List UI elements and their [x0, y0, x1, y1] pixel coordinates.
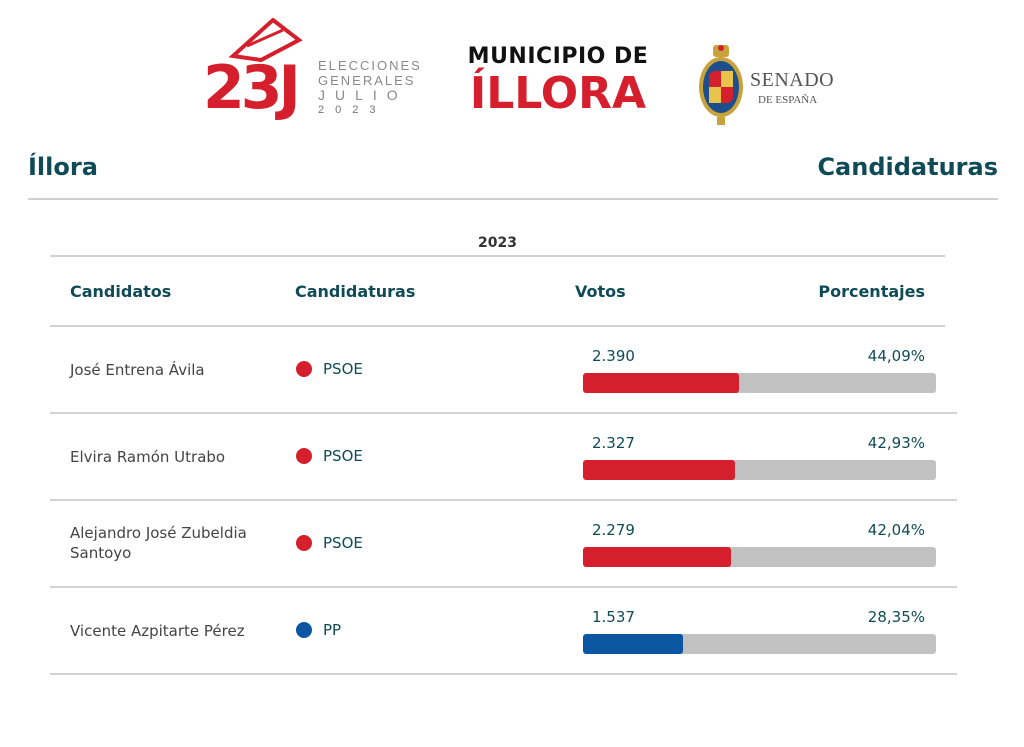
table-divider	[50, 499, 957, 501]
table-divider	[50, 673, 957, 675]
party-name: PSOE	[323, 447, 363, 465]
header-votes: Votos	[575, 282, 626, 301]
percent-bar	[583, 547, 936, 567]
votes-value: 2.327	[592, 434, 635, 452]
party-cell: PP	[296, 621, 341, 639]
candidate-name: José Entrena Ávila	[70, 361, 205, 379]
table-row: Vicente Azpitarte Pérez PP 1.537 28,35%	[0, 588, 1024, 675]
votes-value: 2.279	[592, 521, 635, 539]
table-divider	[50, 586, 957, 588]
party-name: PSOE	[323, 534, 363, 552]
logo-line-year: 2023	[318, 104, 387, 116]
header-parties: Candidaturas	[295, 282, 416, 301]
table-row: Elvira Ramón Utrabo PSOE 2.327 42,93%	[0, 414, 1024, 501]
logo-23j-text: 23J	[203, 53, 301, 123]
header-divider	[28, 198, 998, 200]
percent-bar	[583, 634, 936, 654]
senado-subtitle: DE ESPAÑA	[758, 94, 818, 106]
logo-line-julio: JULIO	[318, 87, 408, 103]
table-divider	[50, 255, 945, 257]
percent-value: 42,93%	[867, 434, 925, 452]
header-candidates: Candidatos	[70, 282, 172, 301]
percent-bar-fill	[583, 373, 739, 393]
elecciones-23j-logo: 23J ELECCIONES GENERALES JULIO 2023	[203, 18, 420, 123]
party-cell: PSOE	[296, 447, 363, 465]
municipio-name: ÍLLORA	[469, 68, 647, 119]
table-row: José Entrena Ávila PSOE 2.390 44,09%	[0, 327, 1024, 414]
votes-value: 1.537	[592, 608, 635, 626]
party-color-dot	[296, 448, 312, 464]
coat-of-arms-icon	[699, 45, 743, 125]
place-title: Íllora	[28, 153, 98, 181]
table-year: 2023	[478, 235, 517, 251]
party-color-dot	[296, 535, 312, 551]
municipio-heading: MUNICIPIO DE ÍLLORA	[462, 44, 654, 119]
party-color-dot	[296, 622, 312, 638]
ballot-box-icon	[228, 18, 303, 63]
votes-value: 2.390	[592, 347, 635, 365]
percent-value: 44,09%	[867, 347, 925, 365]
section-title: Candidaturas	[817, 153, 998, 181]
candidate-name: Vicente Azpitarte Pérez	[70, 622, 245, 640]
party-color-dot	[296, 361, 312, 377]
percent-bar-fill	[583, 634, 684, 654]
table-divider	[50, 412, 957, 414]
senado-logo: SENADO DE ESPAÑA	[697, 43, 837, 127]
percent-bar	[583, 460, 936, 480]
party-name: PP	[323, 621, 342, 639]
table-row: Alejandro José Zubeldia Santoyo PSOE 2.2…	[0, 501, 1024, 588]
percent-bar-fill	[583, 460, 735, 480]
percent-bar	[583, 373, 936, 393]
percent-bar-fill	[583, 547, 732, 567]
header-percentages: Porcentajes	[818, 282, 925, 301]
candidate-name: Elvira Ramón Utrabo	[70, 448, 226, 466]
candidate-name: Alejandro José Zubeldia Santoyo	[70, 524, 247, 562]
logo-line-generales: GENERALES	[318, 73, 416, 88]
party-cell: PSOE	[296, 360, 363, 378]
percent-value: 42,04%	[867, 521, 925, 539]
logo-line-elecciones: ELECCIONES	[318, 58, 422, 73]
party-cell: PSOE	[296, 534, 363, 552]
party-name: PSOE	[323, 360, 363, 378]
table-divider	[50, 325, 945, 327]
municipio-label: MUNICIPIO DE	[467, 44, 649, 69]
percent-value: 28,35%	[867, 608, 925, 626]
senado-title: SENADO	[750, 69, 835, 91]
